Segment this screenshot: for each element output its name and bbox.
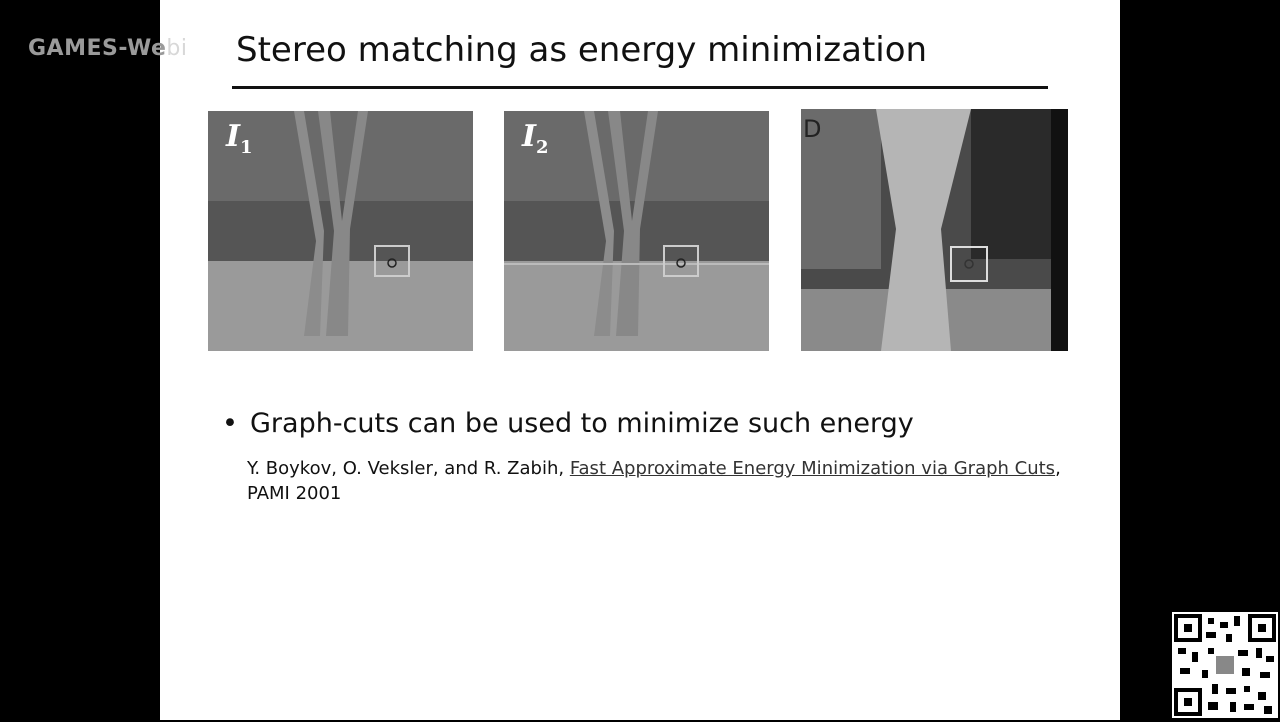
reference: Y. Boykov, O. Veksler, and R. Zabih, Fas… [247, 456, 1077, 506]
bullet-text: Graph-cuts can be used to minimize such … [250, 408, 914, 439]
reference-tail: , [1055, 458, 1061, 479]
watermark: GAMES-Webi [28, 36, 187, 61]
watermark-ghost: bi [166, 36, 188, 61]
disparity-map-image: D [801, 109, 1068, 351]
left-stereo-image: I1 [208, 111, 473, 351]
right-stereo-image: I2 [504, 111, 769, 351]
slide-title: Stereo matching as energy minimization [236, 30, 928, 70]
disparity-map-graphic [801, 109, 1068, 351]
reference-authors: Y. Boykov, O. Veksler, and R. Zabih, [247, 458, 570, 479]
watermark-text: GAMES-We [28, 36, 167, 61]
image-label-i2: I2 [522, 119, 549, 158]
image-label-d: D [803, 115, 822, 143]
left-image-graphic [208, 111, 473, 351]
bullet-dot-icon: • [222, 408, 238, 439]
slide: Stereo matching as energy minimization I… [160, 0, 1120, 720]
qr-code [1172, 612, 1278, 718]
qr-code-icon [1174, 614, 1276, 716]
bullet-point: • Graph-cuts can be used to minimize such… [222, 408, 914, 439]
right-image-graphic [504, 111, 769, 351]
reference-link[interactable]: Fast Approximate Energy Minimization via… [569, 458, 1056, 479]
title-divider [232, 86, 1048, 89]
image-label-i1: I1 [226, 119, 253, 158]
reference-venue: PAMI 2001 [247, 483, 342, 504]
